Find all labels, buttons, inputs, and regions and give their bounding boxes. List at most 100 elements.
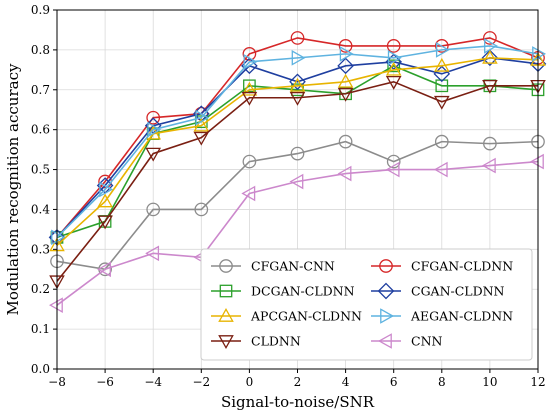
y-tick-label: 0.2 — [31, 282, 50, 296]
data-point — [483, 31, 497, 45]
legend-marker — [219, 259, 233, 273]
data-point — [146, 110, 161, 125]
data-point — [433, 161, 448, 178]
y-tick-label: 0.1 — [31, 322, 50, 336]
y-tick-label: 0.4 — [31, 202, 50, 216]
legend-label: CGAN-CLDNN — [411, 284, 505, 299]
data-point — [338, 39, 353, 53]
data-point — [482, 49, 498, 64]
series-line — [56, 37, 539, 238]
data-point — [339, 46, 354, 62]
data-point — [434, 134, 449, 149]
data-point — [48, 297, 63, 313]
data-point — [484, 38, 498, 54]
data-point — [386, 39, 401, 53]
legend-marker — [379, 259, 393, 273]
x-axis: −8 −6 −4 −2 0 2 4 6 8 10 12 — [48, 369, 546, 389]
data-point — [193, 117, 210, 132]
series-line — [56, 57, 539, 246]
series-line — [56, 57, 539, 238]
legend-item: AEGAN-CLDNN — [371, 308, 513, 324]
series-aegan-cldnn — [51, 38, 547, 246]
data-point — [241, 91, 258, 106]
series-cnn — [48, 153, 544, 313]
legend-label: CFGAN-CNN — [251, 259, 335, 274]
data-point — [243, 79, 256, 93]
legend-box — [200, 248, 533, 361]
x-tick-label: 8 — [438, 375, 446, 389]
series-line — [56, 160, 539, 306]
data-point — [289, 91, 306, 106]
x-tick-label: −8 — [48, 375, 66, 389]
legend-marker — [377, 333, 392, 349]
data-point — [194, 202, 209, 217]
data-point — [532, 46, 547, 62]
legend-marker — [219, 284, 233, 298]
y-axis: 0.0 0.1 0.2 0.3 0.4 0.5 0.6 0.7 0.8 0.9 — [31, 3, 57, 376]
x-tick-label: −2 — [192, 375, 210, 389]
data-point — [387, 59, 401, 73]
data-point — [435, 79, 449, 93]
data-point — [337, 57, 354, 75]
data-point — [51, 229, 66, 246]
data-point — [97, 261, 111, 278]
data-point — [482, 79, 498, 94]
x-tick-label: 12 — [530, 375, 545, 389]
legend-marker — [377, 282, 395, 300]
data-point — [242, 154, 257, 169]
data-point — [193, 131, 210, 146]
data-point — [291, 50, 306, 66]
data-point — [290, 31, 305, 45]
legend-label: AEGAN-CLDNN — [410, 309, 513, 324]
data-point — [289, 77, 306, 92]
legend: CFGAN-CNN CFGAN-CLDNN DCGAN-CLDNN CGAN-CLDN… — [200, 248, 533, 361]
data-point — [433, 95, 450, 110]
series-line — [56, 80, 538, 282]
data-point — [385, 161, 400, 178]
data-point — [435, 42, 450, 58]
data-point — [195, 109, 210, 126]
data-point — [146, 202, 161, 217]
data-point — [242, 47, 257, 61]
data-point — [145, 245, 160, 262]
data-point — [387, 50, 402, 66]
data-point — [241, 81, 258, 96]
legend-item: CLDNN — [211, 334, 301, 350]
legend-item: CFGAN-CNN — [211, 259, 335, 274]
y-tick-label: 0.0 — [31, 362, 50, 376]
data-point — [147, 121, 162, 138]
legend-item: CFGAN-CLDNN — [371, 259, 513, 274]
data-point — [243, 54, 258, 70]
legend-item: DCGAN-CLDNN — [211, 284, 355, 299]
data-point — [481, 49, 499, 67]
legend-label: DCGAN-CLDNN — [251, 284, 355, 299]
x-tick-label: 10 — [482, 375, 497, 389]
x-tick-label: −4 — [144, 375, 162, 389]
data-point — [337, 87, 354, 102]
data-point — [386, 154, 401, 169]
y-axis-label: Modulation recognition accuracy — [4, 63, 22, 315]
legend-marker — [380, 308, 395, 324]
data-point — [433, 57, 450, 72]
data-point — [97, 215, 113, 230]
x-axis-label: Signal-to-noise/SNR — [221, 393, 375, 411]
data-point — [99, 181, 114, 198]
data-point — [529, 153, 544, 170]
data-point — [290, 146, 305, 161]
legend-marker — [218, 335, 234, 350]
series-line — [56, 45, 539, 238]
legend-item: CGAN-CLDNN — [371, 282, 505, 300]
y-tick-label: 0.8 — [31, 43, 50, 57]
data-point — [483, 136, 497, 151]
series-cldnn — [49, 75, 546, 290]
data-point — [337, 165, 352, 182]
legend-label: CLDNN — [251, 334, 301, 349]
data-point — [241, 185, 256, 202]
legend-label: APCGAN-CLDNN — [250, 309, 362, 324]
data-point — [289, 73, 306, 91]
data-point — [97, 193, 113, 208]
data-point — [385, 75, 402, 90]
y-tick-label: 0.7 — [31, 83, 50, 97]
y-tick-label: 0.3 — [31, 242, 50, 256]
